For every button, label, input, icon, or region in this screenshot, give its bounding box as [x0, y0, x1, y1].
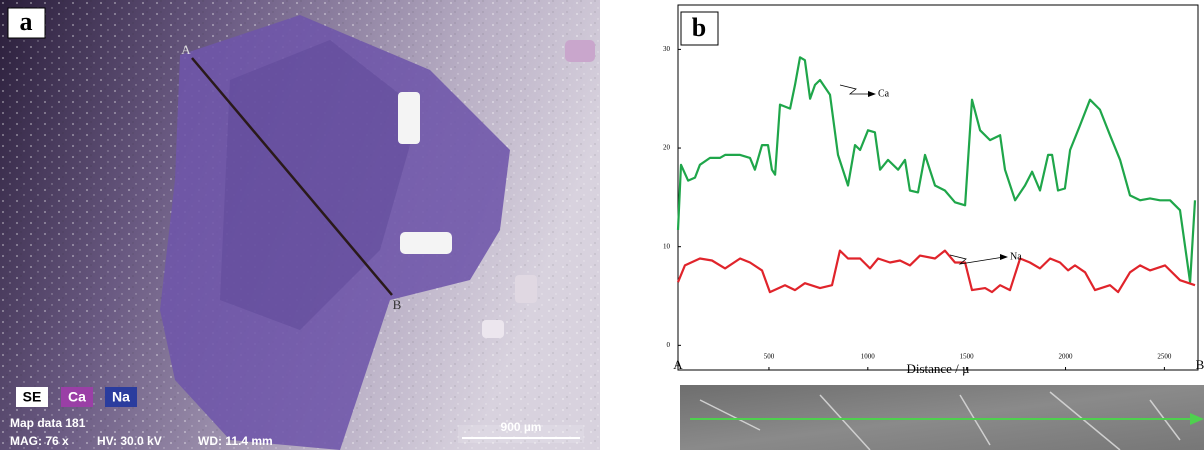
point-label: B — [393, 297, 402, 312]
point-label: A — [181, 42, 191, 57]
endpoint-label: B — [1196, 357, 1204, 372]
x-axis-label: Distance / µ — [906, 361, 970, 376]
callout-arrow — [840, 85, 872, 94]
info-text: WD: 11.4 mm — [198, 434, 273, 448]
info-text: MAG: 76 x — [10, 434, 69, 448]
panel-label: b — [692, 13, 706, 42]
x-tick-label: 2000 — [1059, 353, 1074, 361]
legend-label: Na — [112, 389, 130, 405]
x-tick-label: 500 — [764, 353, 775, 361]
scale-bar-label: 900 µm — [501, 420, 542, 434]
figure: a A B SE Ca Na Map data 181 MAG: 76 x HV… — [0, 0, 1204, 450]
bse-strip — [680, 385, 1204, 450]
sem-image — [0, 0, 600, 450]
endpoint-label: A — [673, 357, 683, 372]
info-text: Map data 181 — [10, 416, 86, 430]
series-line — [678, 57, 1195, 282]
y-tick-label: 20 — [663, 144, 671, 152]
page: a A B SE Ca Na Map data 181 MAG: 76 x HV… — [0, 0, 1204, 450]
series-line — [678, 251, 1195, 293]
x-tick-label: 2500 — [1157, 353, 1172, 361]
y-tick-label: 0 — [667, 341, 671, 349]
legend-label: SE — [23, 389, 42, 405]
series-label: Ca — [878, 88, 890, 99]
y-tick-label: 30 — [663, 45, 671, 53]
series-label: Na — [1010, 251, 1022, 262]
legend-label: Ca — [68, 389, 86, 405]
x-tick-label: 1500 — [960, 353, 975, 361]
y-tick-label: 10 — [663, 242, 671, 250]
x-tick-label: 1000 — [861, 353, 876, 361]
panel-label: a — [20, 7, 33, 36]
info-text: HV: 30.0 kV — [97, 434, 162, 448]
callout-arrowhead — [1000, 254, 1008, 260]
callout-arrowhead — [868, 91, 876, 97]
